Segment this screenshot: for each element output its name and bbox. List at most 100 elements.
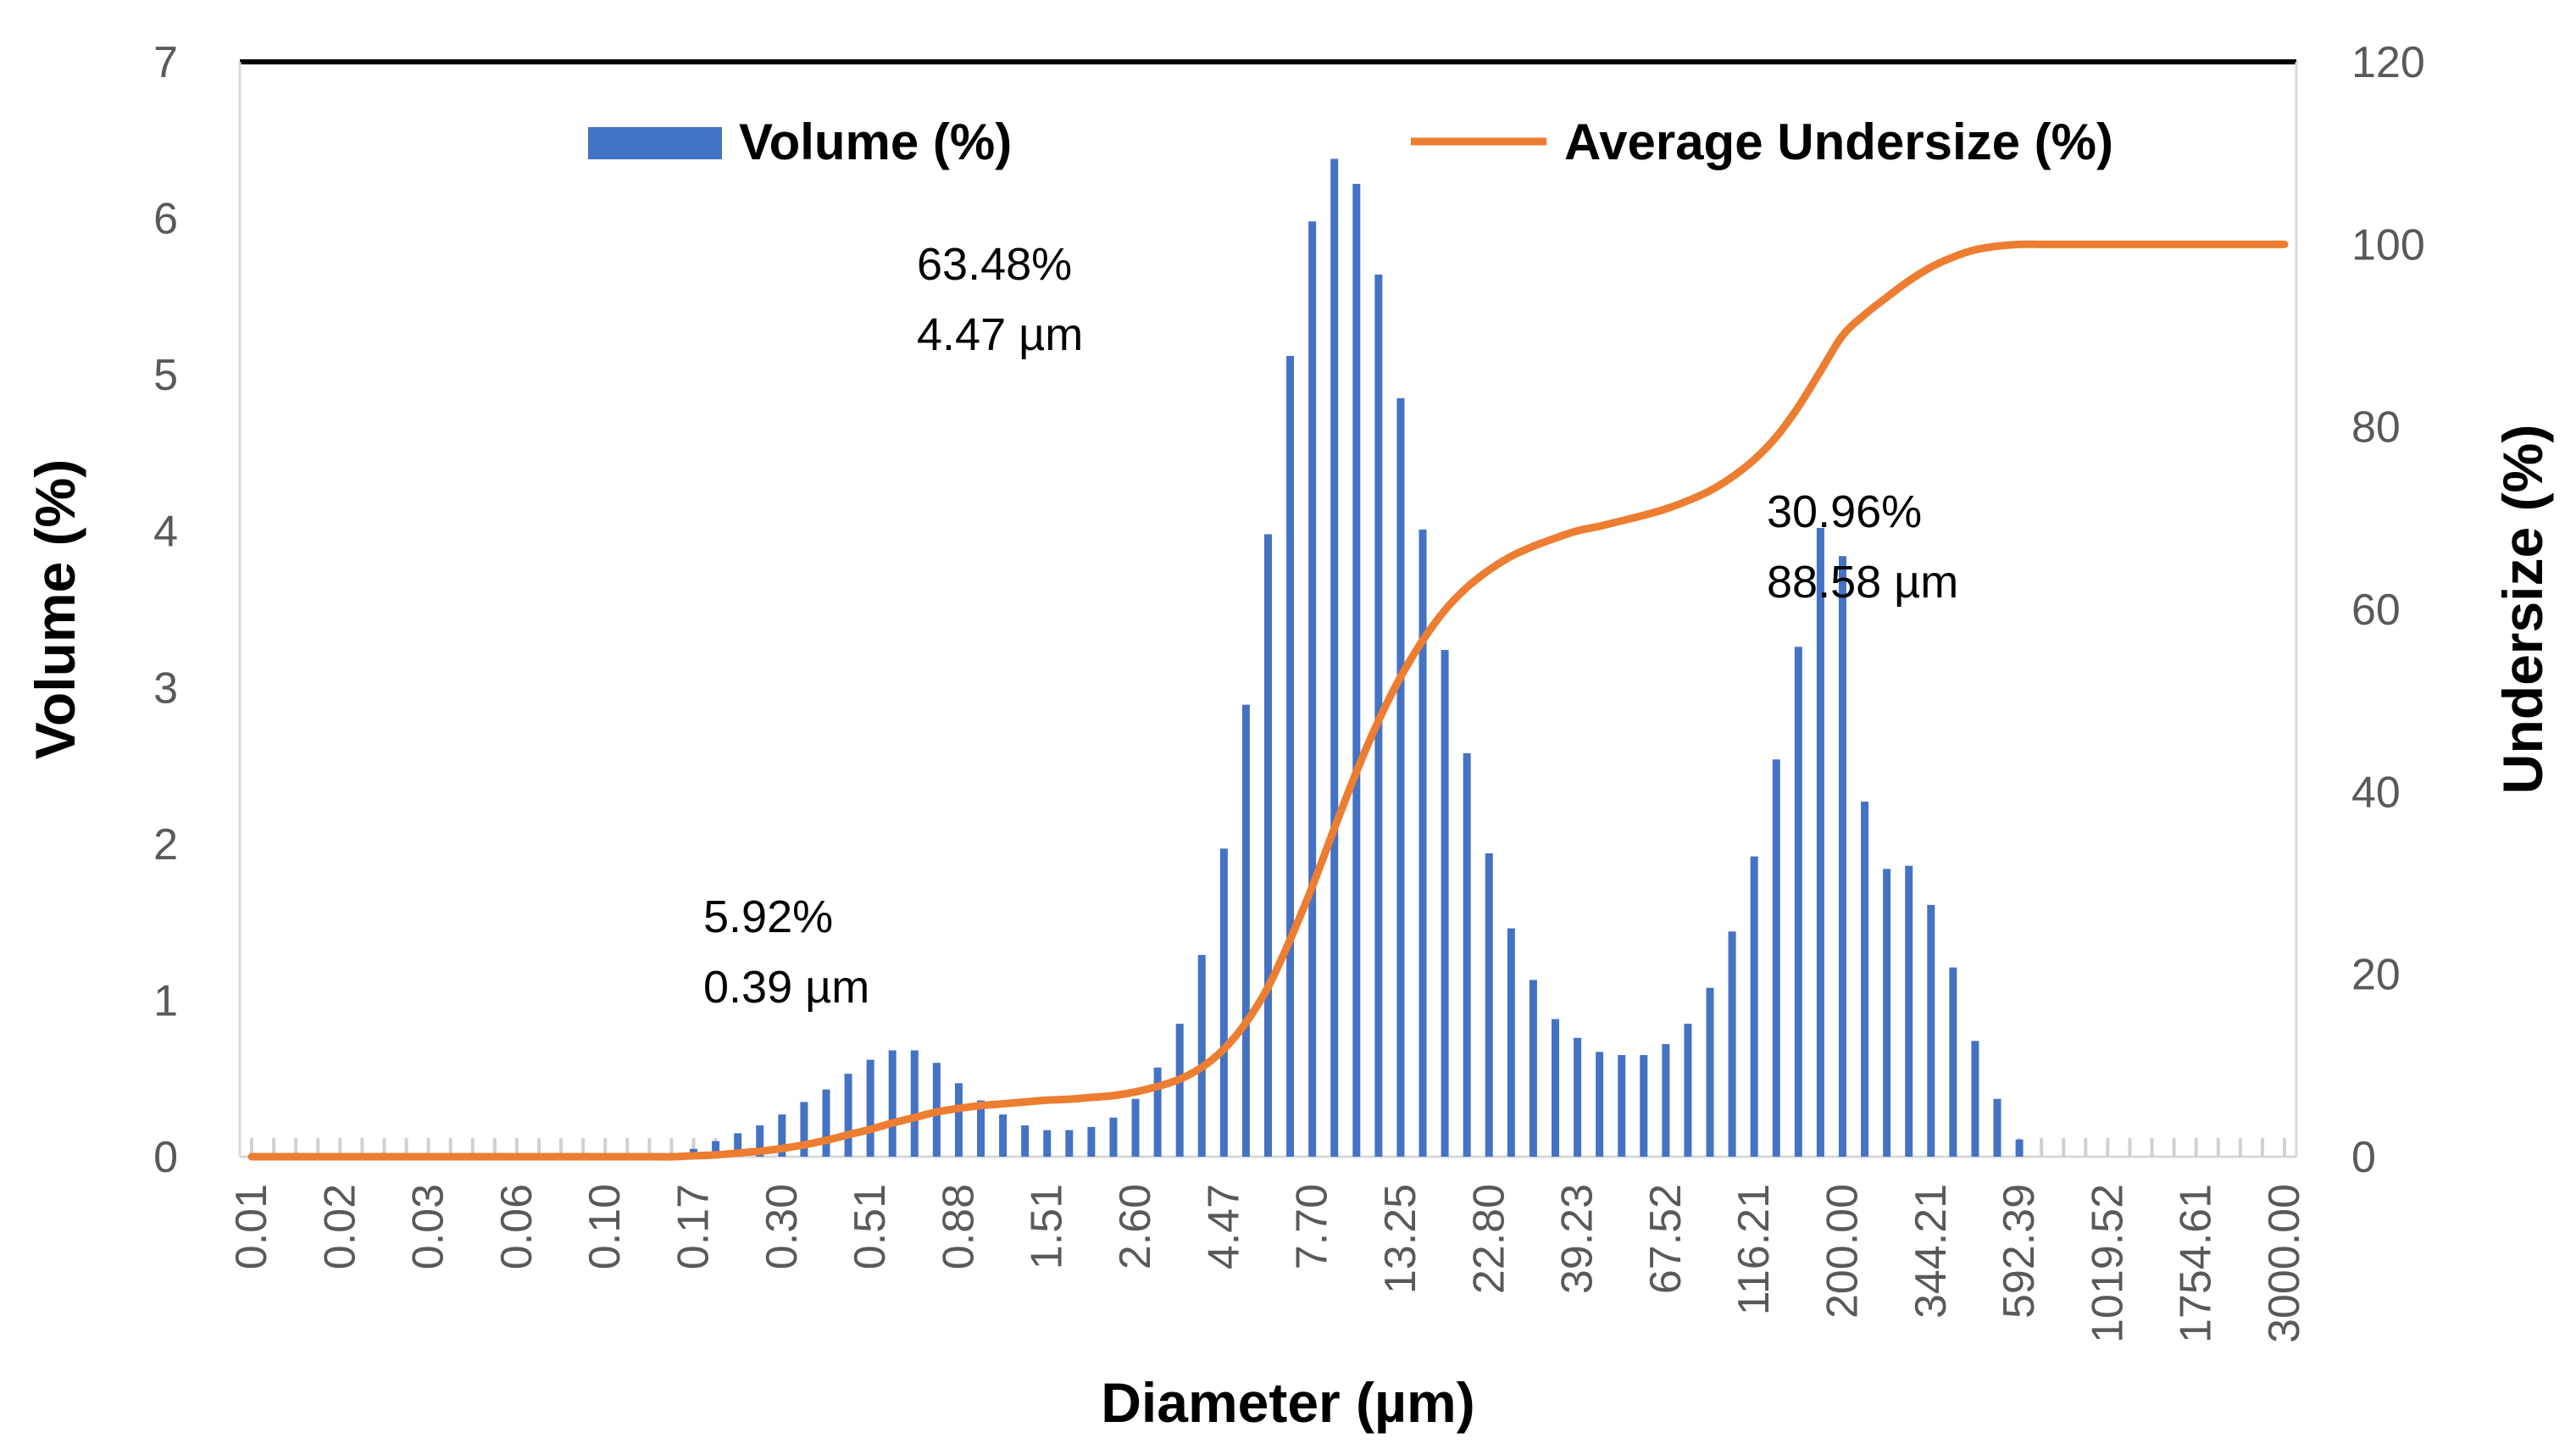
volume-bar (1728, 931, 1736, 1157)
x-tick-label: 592.39 (1995, 1184, 2044, 1319)
x-tick-label: 2.60 (1111, 1184, 1160, 1269)
x-tick-label: 39.23 (1553, 1184, 1602, 1294)
peak-annotation-1: 5.92% 0.39 µm (703, 891, 869, 1013)
volume-bar (1219, 848, 1228, 1157)
volume-bar (734, 1133, 742, 1157)
volume-bar (800, 1102, 808, 1157)
volume-bar (1507, 928, 1515, 1157)
x-tick-label: 3000.00 (2260, 1184, 2309, 1343)
x-tick-label: 0.02 (315, 1184, 364, 1269)
y2-tick-label: 0 (2351, 1133, 2376, 1182)
left-axis-ticks: 0 1 2 3 4 5 6 7 (153, 38, 178, 1182)
volume-bar (1838, 556, 1846, 1157)
undersize-line (247, 240, 2289, 1161)
y-tick-label: 0 (153, 1133, 178, 1182)
y2-tick-label: 40 (2351, 768, 2401, 817)
legend-undersize-label: Average Undersize (%) (1564, 114, 2113, 170)
y-tick-label: 5 (153, 351, 178, 400)
volume-bar (1131, 1098, 1140, 1157)
y-tick-label: 6 (153, 195, 178, 244)
x-tick-label: 1754.61 (2172, 1184, 2221, 1343)
x-tick-label: 13.25 (1376, 1184, 1425, 1294)
legend: Volume (%) Average Undersize (%) (588, 114, 2113, 170)
x-tick-label: 116.21 (1729, 1184, 1779, 1315)
peak-1-percent: 5.92% (703, 891, 833, 942)
y-tick-label: 3 (153, 664, 178, 713)
legend-volume-swatch (588, 127, 722, 159)
y2-tick-label: 60 (2351, 586, 2401, 635)
y-tick-label: 7 (153, 38, 178, 87)
x-tick-label: 7.70 (1288, 1184, 1337, 1269)
y2-tick-label: 100 (2351, 220, 2425, 269)
volume-bar (1861, 802, 1869, 1157)
volume-bar (1794, 647, 1802, 1157)
volume-bar (1883, 869, 1891, 1157)
volume-bar (1352, 183, 1361, 1158)
peak-3-percent: 30.96% (1767, 486, 1922, 537)
volume-bar (1640, 1055, 1648, 1157)
y2-tick-label: 120 (2351, 38, 2425, 87)
volume-bar (1706, 987, 1714, 1157)
volume-bar (1418, 529, 1427, 1157)
y-axis-title: Volume (%) (24, 459, 86, 759)
volume-bar (910, 1050, 919, 1157)
x-tick-label: 0.17 (669, 1184, 719, 1269)
volume-bar (1153, 1067, 1162, 1157)
x-axis-title: Diameter (µm) (1101, 1371, 1474, 1434)
volume-bar (954, 1083, 963, 1157)
volume-bar (1330, 158, 1339, 1157)
right-axis-ticks: 0 20 40 60 80 100 120 (2351, 38, 2425, 1182)
legend-volume-label: Volume (%) (739, 114, 1012, 170)
volume-bar (1485, 852, 1493, 1157)
x-tick-label: 4.47 (1199, 1184, 1248, 1269)
x-tick-label: 200.00 (1818, 1184, 1867, 1319)
volume-bar (1264, 534, 1272, 1157)
x-tick-label: 1019.52 (2083, 1184, 2132, 1343)
volume-bar (1241, 704, 1250, 1157)
volume-bar (1816, 528, 1824, 1157)
y-tick-label: 4 (153, 508, 178, 557)
x-tick-label: 1.51 (1023, 1184, 1072, 1269)
peak-1-size: 0.39 µm (703, 962, 869, 1013)
volume-bar (1993, 1098, 2001, 1157)
volume-bar (778, 1114, 786, 1157)
x-tick-label: 0.01 (227, 1184, 276, 1269)
volume-bar (888, 1050, 897, 1157)
undersize-line-layer (247, 240, 2289, 1161)
peak-annotation-2: 63.48% 4.47 µm (917, 239, 1083, 360)
y2-tick-label: 20 (2351, 951, 2401, 1000)
volume-bar (1021, 1125, 1030, 1157)
volume-bar (1286, 355, 1295, 1158)
x-tick-label: 0.51 (846, 1184, 895, 1269)
volume-bar (1618, 1055, 1626, 1157)
volume-bar (1574, 1037, 1582, 1157)
volume-bar (1065, 1130, 1074, 1157)
volume-bar (1551, 1019, 1559, 1157)
y2-axis-title: Undersize (%) (2491, 425, 2554, 794)
peak-2-percent: 63.48% (917, 239, 1072, 290)
volume-bar (1971, 1041, 1979, 1157)
x-tick-label: 0.88 (934, 1184, 983, 1269)
volume-bar (1463, 752, 1471, 1157)
peak-2-size: 4.47 µm (917, 309, 1083, 360)
peak-3-size: 88.58 µm (1767, 557, 1958, 608)
volume-bar (1087, 1126, 1096, 1157)
volume-bar (1396, 397, 1405, 1157)
y2-tick-label: 80 (2351, 403, 2401, 453)
volume-bar (1308, 221, 1317, 1158)
y-tick-label: 2 (153, 820, 178, 869)
volume-bar (1596, 1052, 1604, 1157)
volume-bars (690, 158, 2024, 1158)
volume-bar (1927, 904, 1935, 1157)
volume-bar (756, 1125, 764, 1157)
y-tick-label: 1 (153, 976, 178, 1025)
x-tick-label: 0.10 (580, 1184, 630, 1269)
x-tick-label: 344.21 (1907, 1184, 1956, 1319)
volume-bar (1109, 1117, 1118, 1157)
volume-bar (1750, 856, 1758, 1157)
volume-bar (1197, 954, 1206, 1157)
x-tick-label: 0.03 (404, 1184, 453, 1269)
peak-annotation-3: 30.96% 88.58 µm (1767, 486, 1958, 608)
volume-bar (2015, 1139, 2024, 1157)
